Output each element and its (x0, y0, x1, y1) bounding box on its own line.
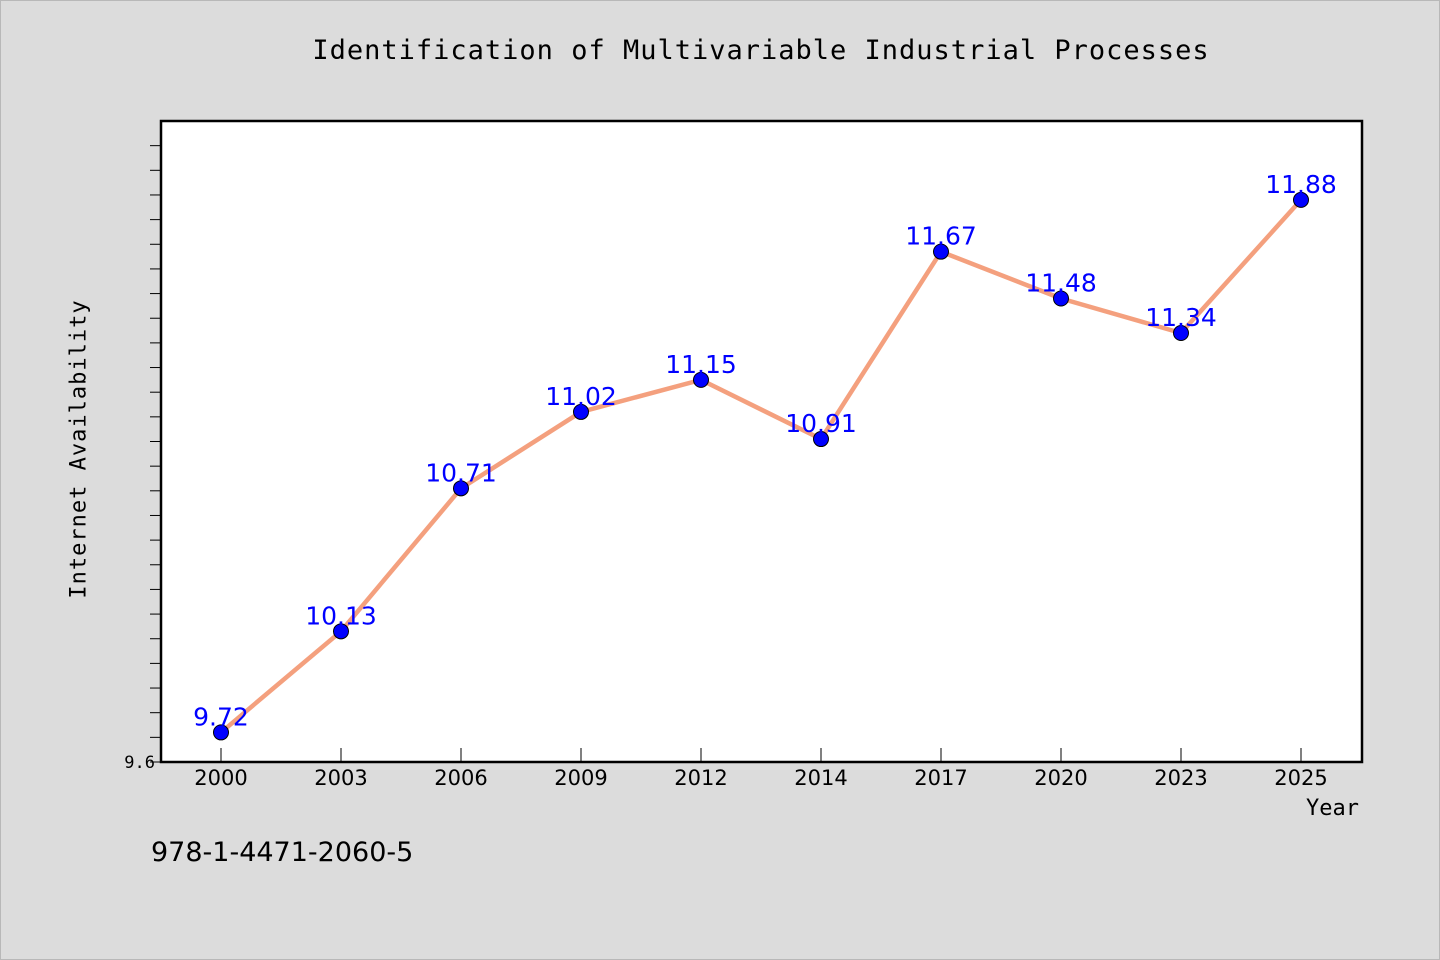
data-point-2023 (1173, 325, 1189, 342)
data-point-2014 (813, 431, 829, 448)
data-label-2017: 11.67 (905, 222, 977, 251)
y-axis-ticks: 9.6 (124, 145, 161, 773)
data-point-2017 (933, 243, 949, 260)
series-line (218, 197, 1304, 735)
x-axis-label: Year (1306, 796, 1359, 821)
x-tick-label-2003: 2003 (314, 766, 367, 790)
plot-area (159, 119, 1364, 764)
data-label-2020: 11.48 (1025, 269, 1097, 298)
series-group: 9.72 10.13 10.71 11.02 11.15 10.91 11.67 11.48 1… (193, 170, 1337, 741)
data-label-2003: 10.13 (305, 601, 377, 630)
data-label-2023: 11.34 (1145, 303, 1217, 332)
data-label-2014: 10.91 (785, 409, 857, 438)
data-point-2020 (1053, 290, 1069, 307)
data-point-2009 (573, 403, 589, 420)
y-tick-label-0: 9.6 (124, 753, 155, 773)
x-tick-label-2020: 2020 (1034, 766, 1087, 790)
x-tick-label-2006: 2006 (434, 766, 487, 790)
chart-title: Identification of Multivariable Industri… (312, 35, 1210, 66)
x-tick-label-2017: 2017 (914, 766, 967, 790)
x-tick-label-2009: 2009 (554, 766, 607, 790)
x-tick-label-2025: 2025 (1274, 766, 1327, 790)
data-point-2000 (213, 724, 229, 741)
data-point-2006 (453, 480, 469, 497)
data-label-2025: 11.88 (1265, 170, 1337, 199)
x-tick-label-2023: 2023 (1154, 766, 1207, 790)
x-tick-label-2014: 2014 (794, 766, 847, 790)
data-point-2012 (693, 371, 709, 388)
data-point-2003 (333, 623, 349, 640)
data-point-2025 (1293, 191, 1309, 208)
data-label-2012: 11.15 (665, 350, 737, 379)
data-label-2006: 10.71 (425, 458, 497, 487)
x-tick-label-2012: 2012 (674, 766, 727, 790)
data-label-2009: 11.02 (545, 382, 617, 411)
x-axis-ticks: 2000 2003 2006 2009 2012 2014 2017 2020 2023 2025 (194, 748, 1328, 790)
data-label-2000: 9.72 (193, 702, 249, 731)
isbn-text: 978-1-4471-2060-5 (151, 837, 414, 868)
x-tick-label-2000: 2000 (194, 766, 247, 790)
